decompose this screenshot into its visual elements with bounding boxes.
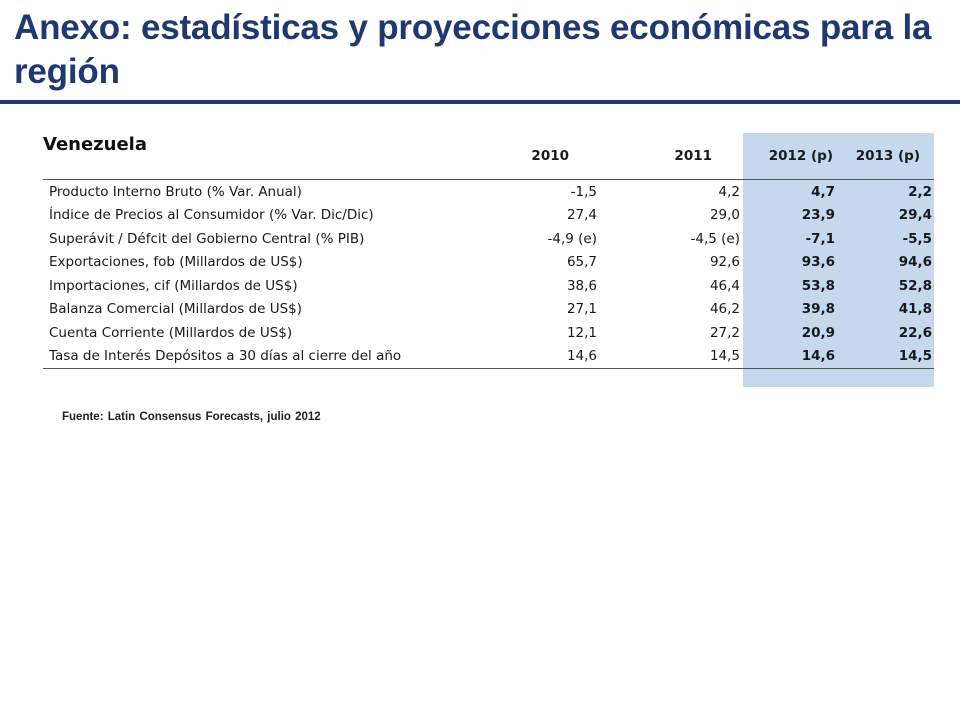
row-label: Producto Interno Bruto (% Var. Anual) [49, 183, 302, 200]
value-2012-forecast: 4,7 [811, 183, 835, 200]
value-2010: 27,4 [566, 207, 597, 224]
value-2013-forecast: 14,5 [837, 344, 934, 369]
value-2012-forecast: -7,1 [805, 230, 835, 247]
value-2011: 14,5 [599, 344, 742, 369]
table-body: Producto Interno Bruto (% Var. Anual) -1,… [43, 180, 934, 369]
value-2013-forecast: 2,2 [908, 183, 932, 200]
value-2011: 29,0 [709, 207, 740, 224]
value-2012-forecast: 93,6 [801, 254, 835, 271]
value-2012-forecast: 39,8 [801, 301, 835, 318]
source-note: Fuente: Latin Consensus Forecasts, julio… [62, 411, 321, 423]
value-2010: -4,9 (e) [547, 230, 597, 247]
value-2010: 65,7 [566, 254, 597, 271]
column-header-2011: 2011 [599, 133, 742, 180]
table-row: Superávit / Défcit del Gobierno Central … [43, 227, 934, 251]
value-2013-forecast: 52,8 [898, 277, 932, 294]
table-row: Producto Interno Bruto (% Var. Anual) -1,… [43, 180, 934, 204]
row-label: Cuenta Corriente (Millardos de US$) [49, 324, 293, 341]
value-2013-forecast: -5,5 [902, 230, 932, 247]
row-label: Superávit / Défcit del Gobierno Central … [49, 230, 365, 247]
value-2012-forecast: 23,9 [801, 207, 835, 224]
value-2011: 92,6 [709, 254, 740, 271]
value-2010: 14,6 [472, 344, 599, 369]
value-2013-forecast: 41,8 [898, 301, 932, 318]
title-divider [0, 100, 960, 104]
table-row: Tasa de Interés Depósitos a 30 días al c… [43, 344, 934, 369]
value-2010: 38,6 [566, 277, 597, 294]
table-row: Cuenta Corriente (Millardos de US$) 12,1 2… [43, 321, 934, 345]
column-header-2013-forecast: 2013 (p) [837, 133, 934, 180]
value-2012-forecast: 20,9 [801, 324, 835, 341]
value-2010: -1,5 [570, 183, 597, 200]
value-2013-forecast: 29,4 [898, 207, 932, 224]
value-2011: -4,5 (e) [690, 230, 740, 247]
slide-title: Anexo: estadísticas y proyecciones econó… [14, 8, 932, 91]
column-header-2010: 2010 [472, 133, 599, 180]
value-2010: 12,1 [566, 324, 597, 341]
table-row: Balanza Comercial (Millardos de US$) 27,1… [43, 298, 934, 322]
row-label: Tasa de Interés Depósitos a 30 días al c… [43, 344, 472, 369]
table-header-row: 2010 2011 2012 (p) 2013 (p) [43, 133, 934, 180]
value-2011: 46,2 [709, 301, 740, 318]
value-2011: 27,2 [709, 324, 740, 341]
row-label: Exportaciones, fob (Millardos de US$) [49, 254, 303, 271]
economic-indicators-table-container: 2010 2011 2012 (p) 2013 (p) Producto Int… [43, 133, 934, 369]
value-2013-forecast: 22,6 [898, 324, 932, 341]
table-row: Índice de Precios al Consumidor (% Var. … [43, 204, 934, 228]
value-2010: 27,1 [566, 301, 597, 318]
row-label: Índice de Precios al Consumidor (% Var. … [49, 207, 374, 224]
value-2012-forecast: 53,8 [801, 277, 835, 294]
value-2011: 46,4 [709, 277, 740, 294]
column-header-indicator [43, 133, 472, 180]
value-2011: 4,2 [718, 183, 740, 200]
value-2012-forecast: 14,6 [742, 344, 837, 369]
table-row: Importaciones, cif (Millardos de US$) 38,… [43, 274, 934, 298]
row-label: Balanza Comercial (Millardos de US$) [49, 301, 303, 318]
table-row: Exportaciones, fob (Millardos de US$) 65,… [43, 251, 934, 275]
row-label: Importaciones, cif (Millardos de US$) [49, 277, 298, 294]
economic-indicators-table: 2010 2011 2012 (p) 2013 (p) Producto Int… [43, 133, 934, 369]
value-2013-forecast: 94,6 [898, 254, 932, 271]
column-header-2012-forecast: 2012 (p) [742, 133, 837, 180]
